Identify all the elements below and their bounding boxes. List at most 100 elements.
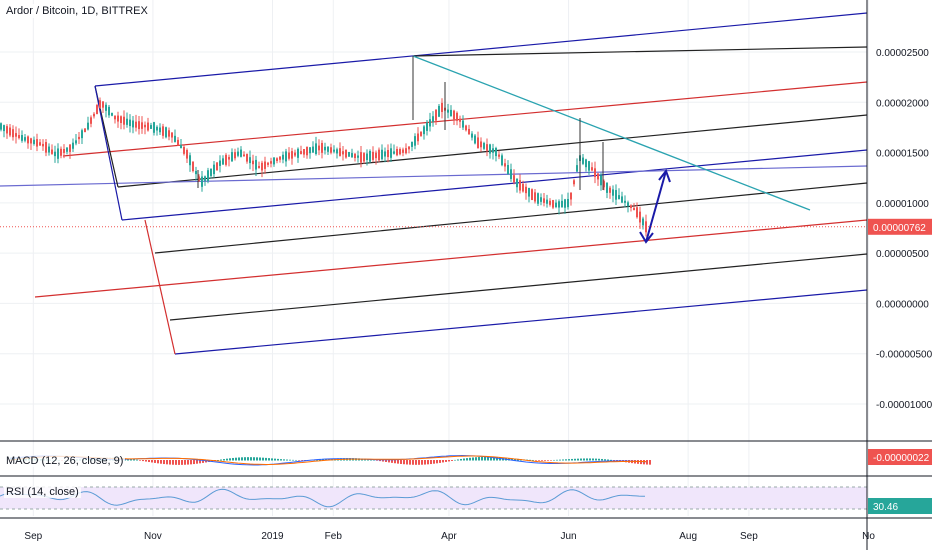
candle [459,118,461,122]
candle [285,151,287,162]
macd-hist-bar [403,460,405,465]
candle [96,105,98,115]
candle [90,117,92,124]
candle [72,142,74,149]
candle [240,149,242,157]
candle [147,122,149,131]
candle [150,125,152,129]
candle [432,116,434,122]
candle [567,199,569,208]
macd-hist-bar [301,460,303,461]
arrow-head-up [658,168,671,183]
x-tick-label: Nov [144,531,162,542]
y-tick-label: 0.00000500 [876,249,929,260]
candle [117,115,119,122]
macd-hist-bar [511,458,513,461]
rsi-pane [0,475,932,510]
candle [555,202,557,208]
candle [39,142,41,146]
candle [6,126,8,134]
pitchfork-line [34,219,868,298]
y-tick-label: 0.00001000 [876,199,929,210]
candle [18,135,20,139]
candle [513,175,515,183]
macd-hist-bar [229,458,231,461]
candle [66,147,68,152]
macd-hist-bar [565,459,567,461]
pitchfork-line [94,12,868,87]
candle [312,146,314,153]
candle [108,106,110,116]
candle [420,131,422,136]
macd-hist-bar [175,460,177,465]
macd-hist-bar [538,460,540,461]
candle [156,126,158,131]
candle [402,149,404,153]
candle [210,168,212,176]
candle [609,187,611,193]
x-tick-label: 2019 [261,531,284,542]
macd-hist-bar [160,460,162,464]
arrow-head-down [639,231,654,244]
candle [264,161,266,169]
candle [279,156,281,160]
candle [99,100,101,108]
macd-hist-bar [445,460,447,462]
candle [303,149,305,155]
macd-value-badge-bg [868,449,932,465]
candle [471,133,473,138]
candle [201,176,203,187]
candle [48,146,50,153]
candle [441,102,443,112]
candle [369,150,371,162]
macd-hist-bar [586,458,588,461]
candle [15,133,17,137]
candle [522,183,524,192]
macd-hist-bar [412,460,414,465]
macd-hist-bar [217,459,219,461]
candle [633,208,635,211]
candle [534,192,536,202]
macd-hist-bar [400,460,402,464]
x-tick-label: Sep [24,531,42,542]
candle [234,152,236,159]
candle [36,139,38,147]
macd-hist-bar [142,460,144,462]
macd-hist-bar [268,458,270,461]
macd-hist-bar [277,458,279,461]
macd-pane [0,440,932,466]
candle [249,157,251,164]
candle [399,149,401,155]
candle [552,200,554,208]
macd-hist-bar [373,459,375,461]
trend-line [412,55,811,211]
macd-hist-bar [265,457,267,461]
candles [0,56,647,237]
last-price-badge: 0.00000762 [868,218,932,235]
candle [483,142,485,149]
candle [276,158,278,161]
macd-hist-bar [376,460,378,461]
candle [51,149,53,154]
macd-hist-bar [595,458,597,461]
candle [132,120,134,128]
macd-hist-bar [253,457,255,461]
candle [606,182,608,193]
candle [87,122,89,130]
candle [186,149,188,159]
candle [621,196,623,203]
macd-value-badge-text: -0.00000022 [873,453,930,464]
macd-hist-bar [436,460,438,464]
candle [354,153,356,159]
candle [30,138,32,144]
candle [255,159,257,170]
macd-hist-bar [382,460,384,462]
x-tick-label: Apr [441,531,457,542]
candle [450,109,452,117]
candle [582,157,584,164]
candle [474,135,476,144]
macd-hist-bar [562,459,564,461]
macd-hist-bar [256,457,258,461]
candle [192,161,194,172]
